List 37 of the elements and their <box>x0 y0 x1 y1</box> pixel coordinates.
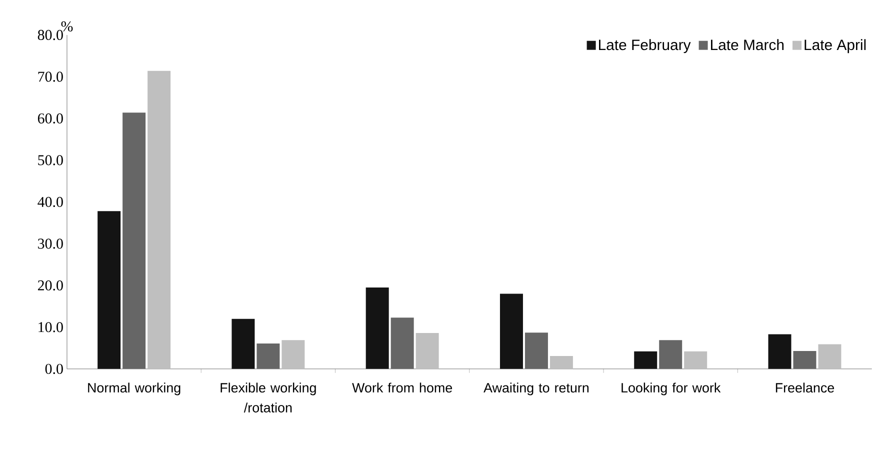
bar <box>232 318 255 369</box>
bar <box>366 288 389 369</box>
x-tick-label: Awaiting to return <box>484 382 589 396</box>
y-tick-label: 40.0 <box>38 196 63 208</box>
x-tick-label: Work from home <box>352 382 452 393</box>
x-tick-label: Flexible working /rotation <box>220 382 316 413</box>
y-tick-label: 0.0 <box>45 364 63 374</box>
bar <box>793 351 816 369</box>
x-tick-label: Normal working <box>88 382 180 396</box>
y-axis-title: % <box>61 21 73 32</box>
bar <box>500 294 523 369</box>
bar <box>524 332 548 369</box>
bar <box>818 344 842 369</box>
bar <box>684 351 708 369</box>
y-tick-label: 30.0 <box>38 238 63 249</box>
bar <box>282 340 305 369</box>
y-tick-label: 60.0 <box>38 113 63 124</box>
y-tick-label: 20.0 <box>38 280 63 291</box>
bar <box>148 70 171 369</box>
y-tick-label: 80.0 <box>38 30 63 40</box>
y-tick-label: 70.0 <box>38 72 63 82</box>
bar <box>98 211 121 369</box>
y-tick-label: 10.0 <box>38 322 63 332</box>
bar <box>550 356 573 369</box>
legend-label: Late April <box>804 39 866 54</box>
bar <box>390 318 414 369</box>
bar <box>416 333 439 369</box>
bar <box>122 112 146 369</box>
legend-label: Late March <box>711 39 784 50</box>
bar <box>768 334 792 369</box>
bar <box>659 340 682 369</box>
x-tick-label: Looking for work <box>622 382 721 396</box>
y-tick-label: 50.0 <box>38 155 63 166</box>
bar <box>256 343 280 369</box>
x-tick-label: Freelance <box>776 382 834 393</box>
bar <box>634 351 658 369</box>
legend-label: Late February <box>599 39 691 54</box>
